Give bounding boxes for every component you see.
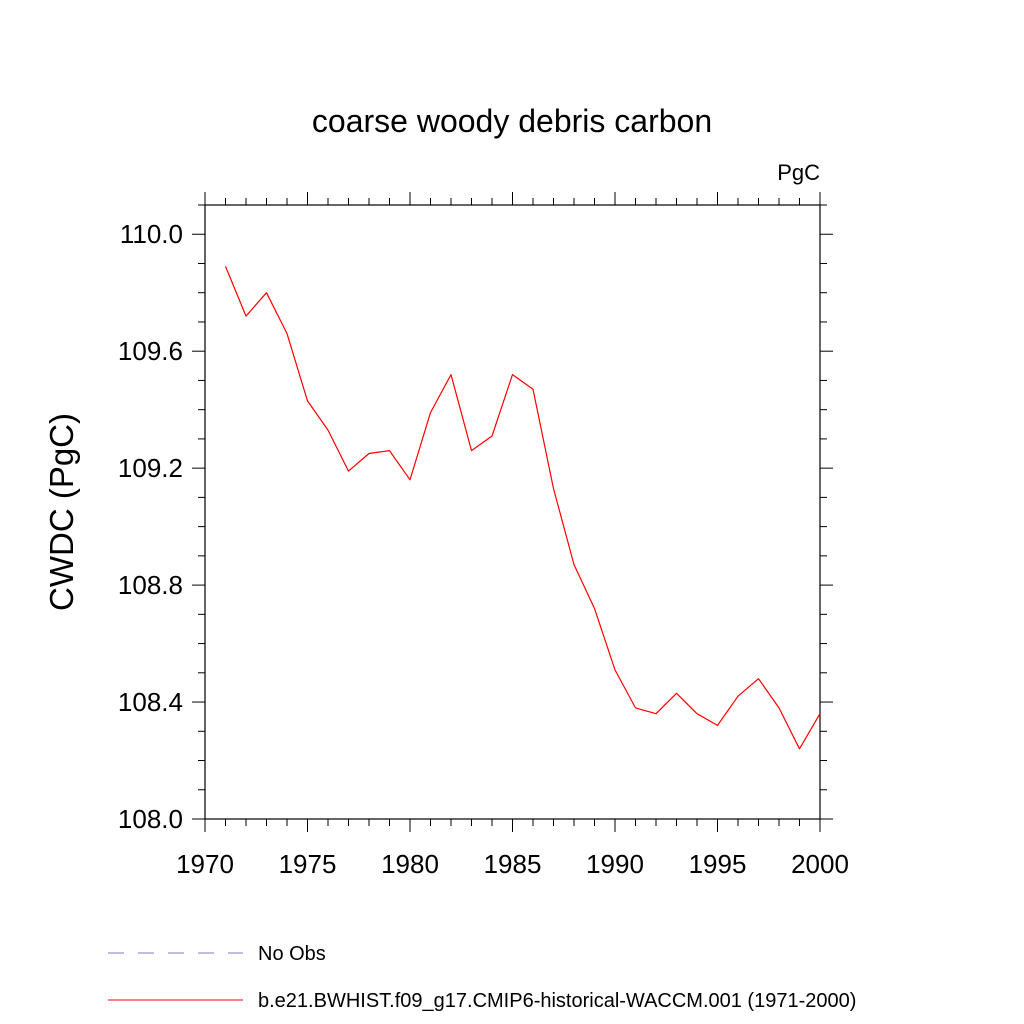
x-tick-label: 1980 [381,849,439,879]
y-tick-label: 108.4 [118,687,183,717]
x-tick-label: 1990 [586,849,644,879]
y-axis: 108.0 108.4 108.8 109.2 109.6 110.0 [118,204,833,834]
y-tick-label: 110.0 [120,219,183,249]
x-axis: 1970 1975 1980 1985 1990 1995 2000 [176,192,849,879]
legend-label: No Obs [258,943,326,965]
y-tick-label: 109.2 [118,453,183,483]
legend-label: b.e21.BWHIST.f09_g17.CMIP6-historical-WA… [258,990,856,1012]
x-tick-label: 1995 [689,849,747,879]
x-tick-label: 2000 [791,849,849,879]
y-tick-label: 108.0 [118,804,183,834]
y-tick-label: 108.8 [118,570,183,600]
y-axis-label: CWDC (PgC) [43,413,80,611]
units-label: PgC [777,160,820,185]
legend: No Obs b.e21.BWHIST.f09_g17.CMIP6-histori… [108,943,856,1012]
series-line [224,266,821,750]
x-tick-label: 1975 [279,849,337,879]
x-tick-label: 1970 [176,849,234,879]
plot-frame [204,204,821,820]
y-tick-label: 109.6 [118,336,183,366]
series-layer [224,266,821,750]
chart-title: coarse woody debris carbon [312,103,712,139]
x-tick-label: 1985 [484,849,542,879]
